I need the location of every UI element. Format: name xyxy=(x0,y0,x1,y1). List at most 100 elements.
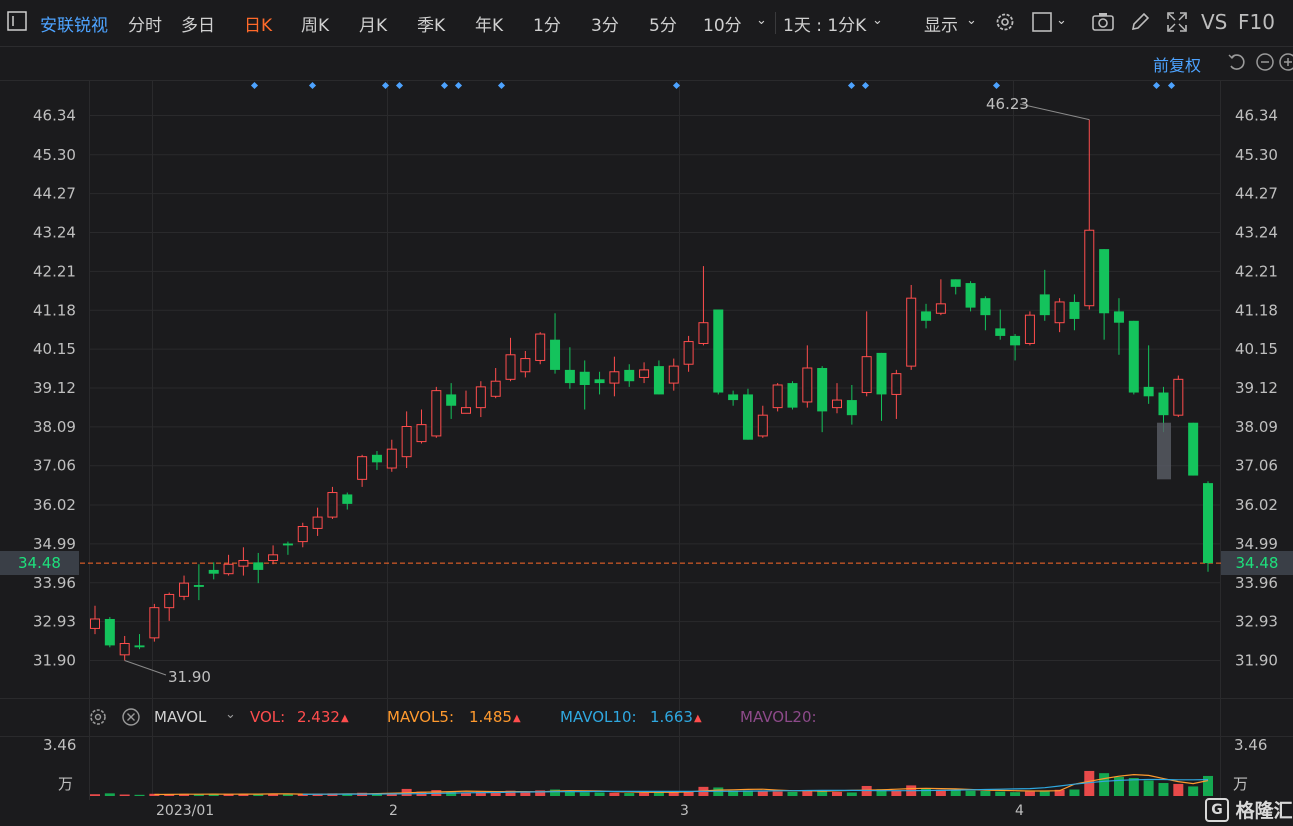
candle-body xyxy=(668,365,679,384)
tab-quarterly-k[interactable]: 季K xyxy=(417,16,446,36)
candle xyxy=(223,554,234,576)
candle-body xyxy=(282,543,293,546)
tab-daily-k[interactable]: 日K xyxy=(244,16,273,36)
volume-bar xyxy=(935,789,946,796)
event-marker-diamond xyxy=(861,81,870,90)
fullscreen-icon[interactable] xyxy=(1165,10,1189,34)
tab-3min[interactable]: 3分 xyxy=(591,16,619,36)
display-menu[interactable]: 显示 xyxy=(924,16,958,36)
price-tick-label-left: 37.06 xyxy=(33,457,76,475)
current-price-badge-left: 34.48 xyxy=(0,551,79,575)
candle-body xyxy=(846,400,857,416)
candle-body xyxy=(149,607,160,639)
window-chevron-down-icon[interactable]: ⌄ xyxy=(1056,13,1067,28)
candle xyxy=(1039,269,1050,321)
candle-body xyxy=(312,516,323,529)
volume-bar xyxy=(282,794,293,796)
candle xyxy=(1203,481,1213,572)
vs-compare-button[interactable]: VS xyxy=(1201,10,1228,34)
mavol5-value: 1.485 xyxy=(469,708,512,726)
candle xyxy=(550,313,561,374)
candle xyxy=(1143,345,1154,404)
candle xyxy=(609,356,620,397)
stock-name[interactable]: 安联锐视 xyxy=(40,16,108,36)
price-tick-label-right: 44.27 xyxy=(1235,185,1278,203)
tab-10min[interactable]: 10分 xyxy=(703,16,742,36)
candle-body xyxy=(579,371,590,385)
candle xyxy=(193,564,204,601)
candle xyxy=(535,332,546,365)
date-tick-label: 3 xyxy=(680,803,689,819)
tab-1min[interactable]: 1分 xyxy=(533,16,561,36)
f10-button[interactable]: F10 xyxy=(1238,10,1275,34)
price-tick-label-right: 37.06 xyxy=(1235,457,1278,475)
tab-5min[interactable]: 5分 xyxy=(649,16,677,36)
volume-bar xyxy=(1188,786,1199,796)
candle-body xyxy=(698,322,709,344)
combo-period-select[interactable]: 1天 : 1分K xyxy=(783,16,867,36)
candle-body xyxy=(386,448,397,469)
volume-bar xyxy=(1143,780,1154,796)
pencil-icon[interactable] xyxy=(1128,10,1152,34)
periods-chevron-down-icon[interactable]: ⌄ xyxy=(756,13,767,28)
volume-bar xyxy=(639,792,650,796)
candle-body xyxy=(461,407,471,414)
volume-close-icon[interactable] xyxy=(121,707,141,731)
price-tick-label-left: 45.30 xyxy=(33,146,76,164)
adjustment-mode-link[interactable]: 前复权 xyxy=(1153,56,1202,75)
settings-gear-icon[interactable] xyxy=(993,10,1017,34)
combo-chevron-down-icon[interactable]: ⌄ xyxy=(872,13,883,28)
candle xyxy=(104,617,115,648)
indicator-chevron-down-icon[interactable]: ⌄ xyxy=(225,707,236,722)
volume-bar xyxy=(668,792,679,796)
event-marker-diamond xyxy=(308,81,317,90)
volume-bar xyxy=(193,794,204,796)
volume-bar xyxy=(980,790,991,796)
candle xyxy=(653,360,664,395)
candle-body xyxy=(327,492,338,518)
tab-multiday[interactable]: 多日 xyxy=(181,16,215,36)
candle-body xyxy=(416,424,427,443)
low-price-label: 31.90 xyxy=(168,668,211,686)
zoom-in-icon[interactable] xyxy=(1278,52,1293,76)
volume-bar xyxy=(1128,778,1139,796)
window-square-icon[interactable] xyxy=(1031,10,1055,34)
candle-body xyxy=(742,394,753,440)
volume-bar xyxy=(921,788,932,796)
candle-body xyxy=(490,380,501,397)
event-marker-diamond xyxy=(250,81,259,90)
volume-bar xyxy=(772,791,783,796)
candle-body xyxy=(861,356,872,394)
candle xyxy=(1173,375,1184,418)
candle-body xyxy=(950,279,961,287)
price-tick-label-right: 43.24 xyxy=(1235,224,1278,242)
zoom-out-icon[interactable] xyxy=(1255,52,1275,76)
candle xyxy=(371,451,382,470)
candle xyxy=(980,296,991,331)
camera-icon[interactable] xyxy=(1091,10,1115,34)
volume-bar xyxy=(164,794,175,796)
undo-icon[interactable] xyxy=(1226,52,1246,76)
price-tick-label-left: 44.27 xyxy=(33,185,76,203)
candle-body xyxy=(1024,314,1035,344)
toolbar-divider xyxy=(775,12,776,34)
price-tick-label-left: 40.15 xyxy=(33,340,76,358)
volume-indicator-select[interactable]: MAVOL xyxy=(154,708,207,726)
candle xyxy=(520,351,531,378)
tab-yearly-k[interactable]: 年K xyxy=(475,16,504,36)
tab-weekly-k[interactable]: 周K xyxy=(301,16,330,36)
candle-body xyxy=(965,283,976,308)
candle-body xyxy=(238,559,249,567)
volume-bar xyxy=(223,793,234,796)
tab-intraday[interactable]: 分时 xyxy=(128,16,162,36)
price-tick-label-right: 46.34 xyxy=(1235,107,1278,125)
sidebar-toggle-icon[interactable] xyxy=(7,11,27,31)
volume-settings-gear-icon[interactable] xyxy=(88,707,108,731)
candle-body xyxy=(624,369,635,382)
tab-monthly-k[interactable]: 月K xyxy=(359,16,388,36)
candle-body xyxy=(193,585,204,587)
candle-body xyxy=(787,383,798,408)
price-tick-label-right: 39.12 xyxy=(1235,379,1278,397)
display-chevron-down-icon[interactable]: ⌄ xyxy=(966,13,977,28)
